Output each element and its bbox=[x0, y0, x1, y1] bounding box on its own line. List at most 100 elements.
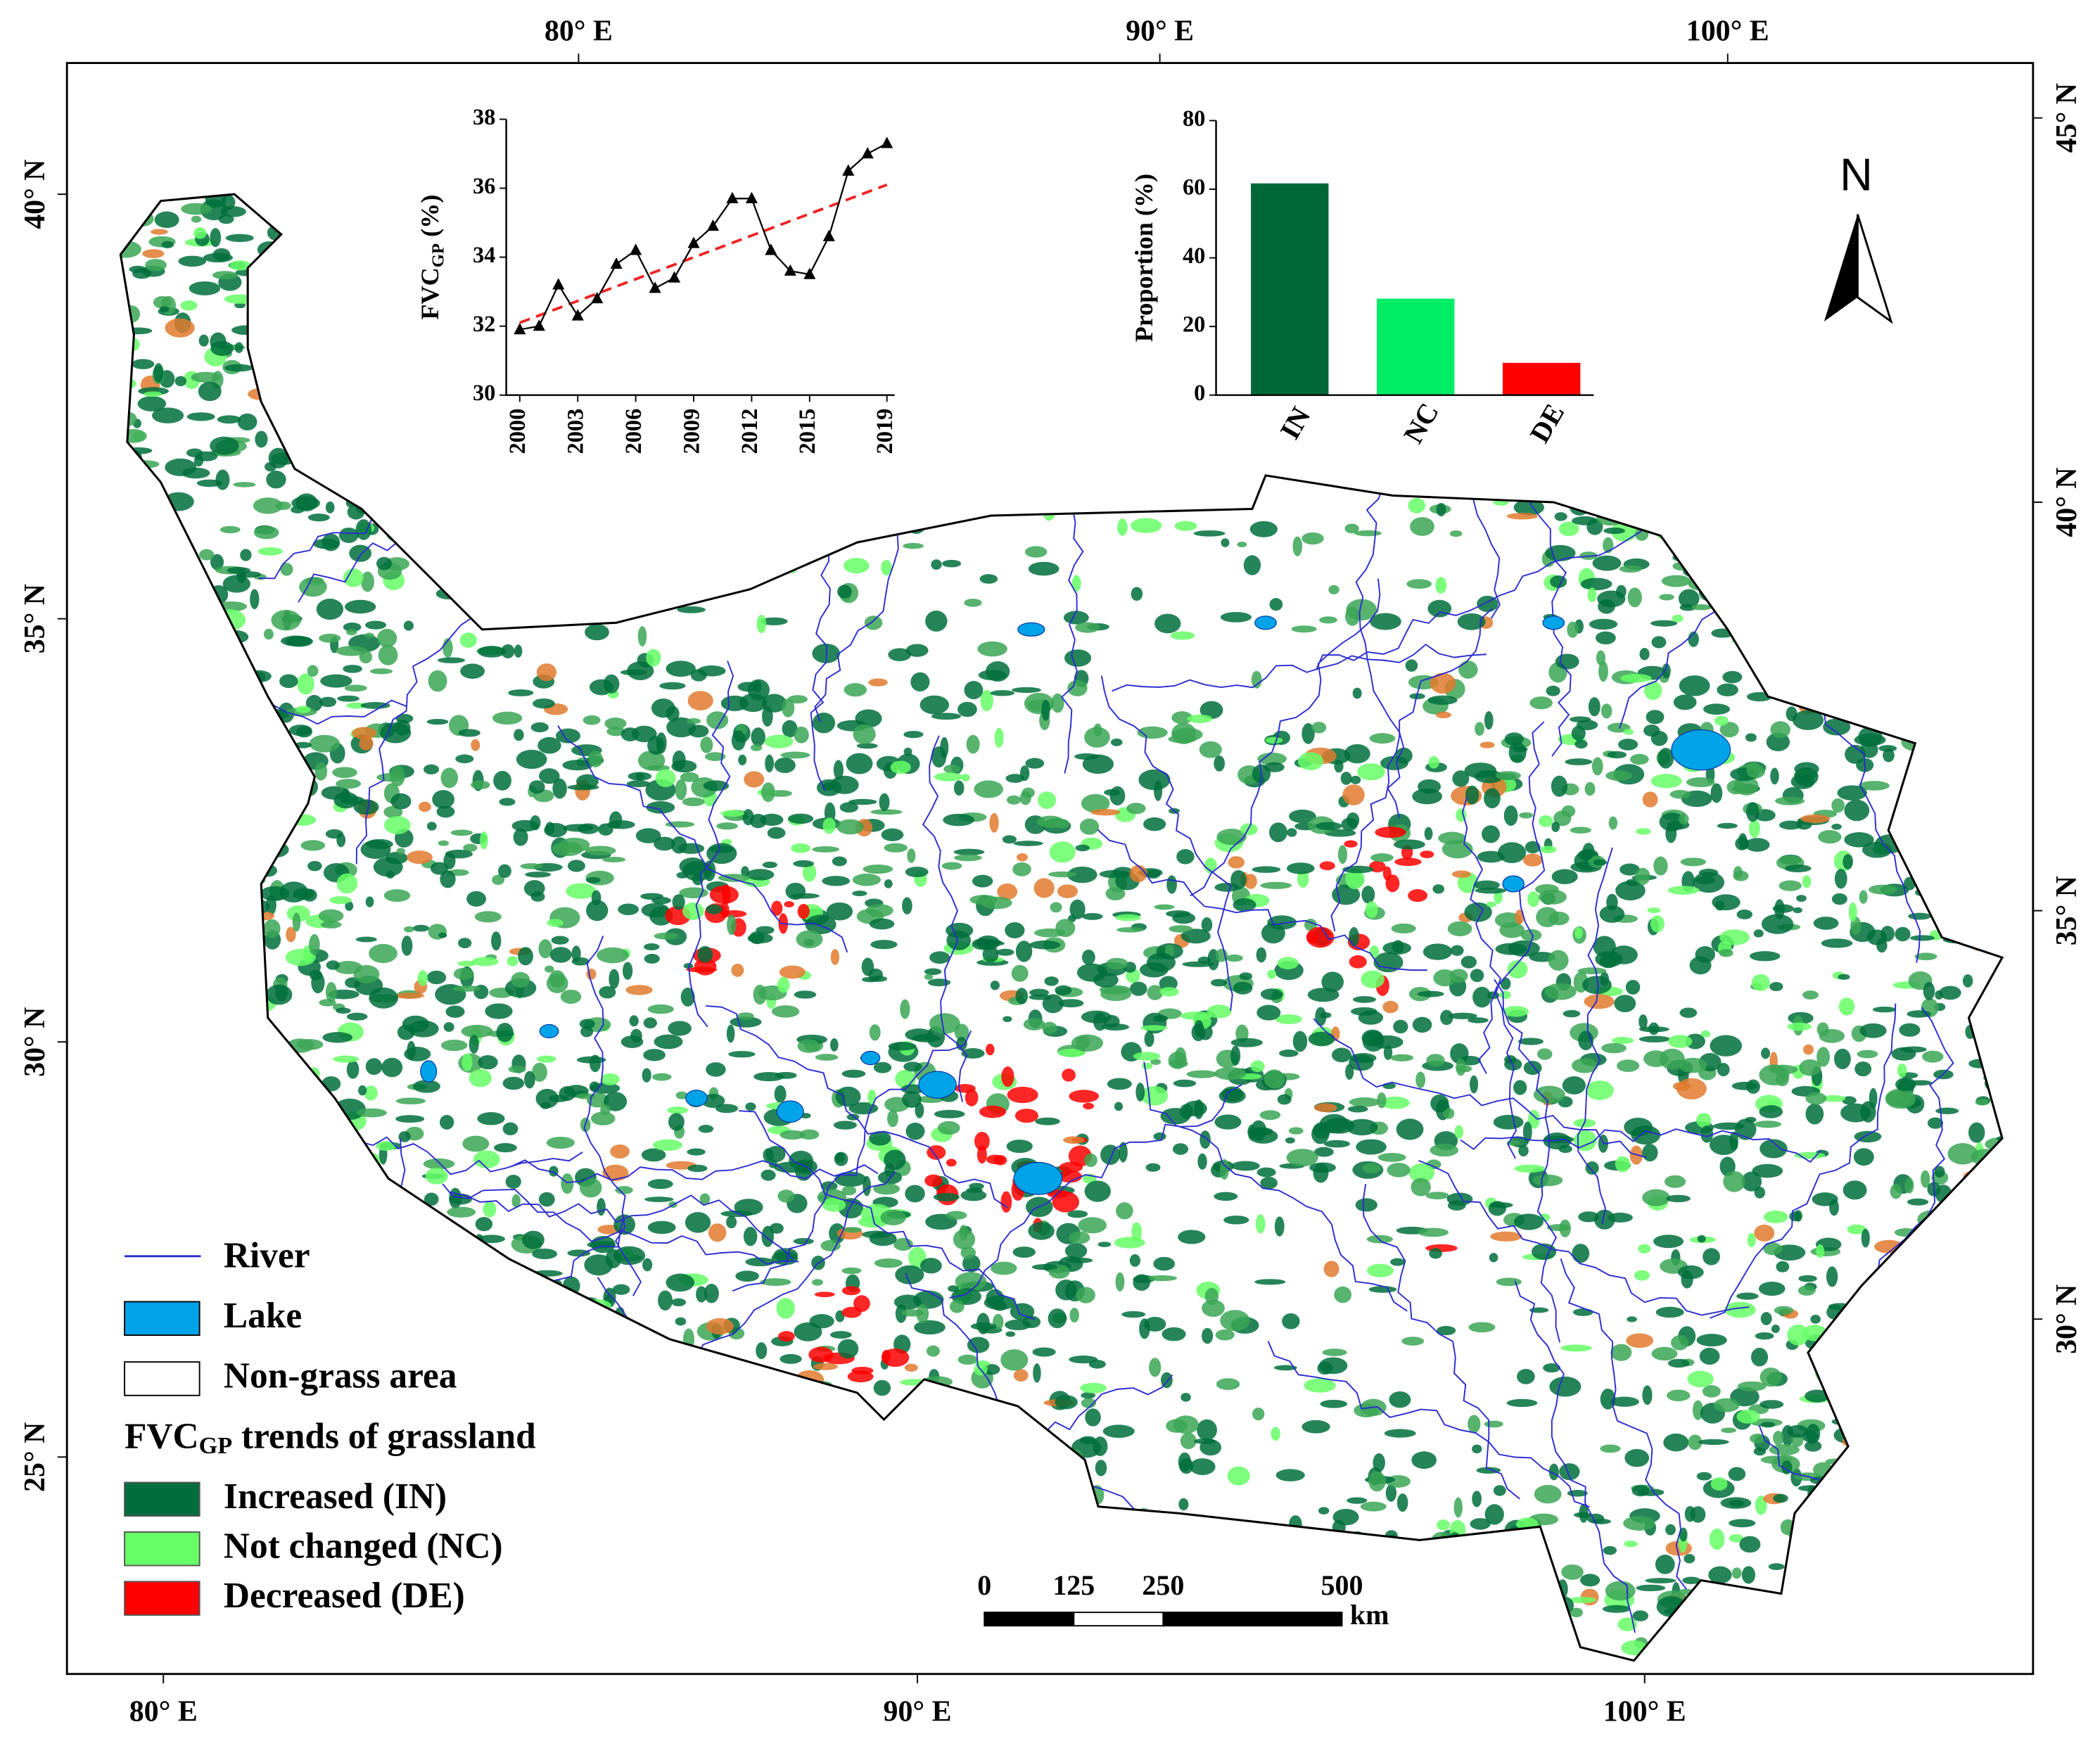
texture-patch bbox=[1174, 521, 1197, 531]
data-marker bbox=[571, 309, 584, 321]
texture-patch bbox=[165, 318, 195, 338]
texture-patch bbox=[1067, 1210, 1088, 1218]
texture-patch bbox=[1900, 1046, 1927, 1053]
texture-patch bbox=[1678, 589, 1700, 608]
river bbox=[1316, 519, 1653, 670]
texture-patch bbox=[703, 780, 730, 791]
texture-patch bbox=[329, 895, 352, 905]
texture-patch bbox=[618, 903, 639, 915]
texture-patch bbox=[1180, 1432, 1197, 1450]
texture-patch bbox=[1146, 1275, 1178, 1282]
texture-patch bbox=[473, 1150, 500, 1168]
texture-patch bbox=[369, 987, 399, 1009]
texture-patch bbox=[802, 863, 817, 882]
texture-patch bbox=[1586, 1513, 1605, 1524]
texture-patch bbox=[1252, 866, 1281, 873]
texture-patch bbox=[1667, 1389, 1691, 1401]
texture-patch bbox=[865, 904, 893, 917]
texture-patch bbox=[709, 845, 734, 853]
texture-patch bbox=[1057, 884, 1078, 898]
texture-patch bbox=[841, 1306, 862, 1318]
texture-patch bbox=[1063, 611, 1089, 625]
texture-patch bbox=[1598, 599, 1615, 614]
texture-patch bbox=[1574, 739, 1588, 749]
texture-patch bbox=[884, 879, 893, 888]
texture-patch bbox=[1318, 1507, 1330, 1514]
texture-patch bbox=[471, 739, 481, 751]
texture-patch bbox=[1798, 1275, 1817, 1282]
texture-patch bbox=[666, 661, 696, 677]
texture-patch bbox=[336, 779, 362, 789]
texture-patch bbox=[1569, 1597, 1596, 1604]
texture-patch bbox=[756, 614, 767, 634]
texture-patch bbox=[1923, 981, 1935, 1000]
texture-patch bbox=[505, 1174, 521, 1189]
texture-patch bbox=[455, 754, 474, 763]
texture-patch bbox=[974, 780, 1003, 798]
texture-patch bbox=[962, 1254, 981, 1273]
texture-patch bbox=[1934, 1166, 1945, 1178]
texture-patch bbox=[552, 841, 583, 857]
texture-patch bbox=[1802, 990, 1819, 1000]
texture-patch bbox=[1876, 938, 1888, 953]
texture-patch bbox=[720, 810, 745, 817]
legend-heading-part: FVC bbox=[125, 1416, 199, 1456]
texture-patch bbox=[844, 558, 870, 574]
texture-patch bbox=[1171, 722, 1197, 744]
texture-patch bbox=[1230, 1045, 1241, 1066]
texture-patch bbox=[346, 1012, 368, 1021]
texture-patch bbox=[1275, 1014, 1302, 1024]
texture-patch bbox=[924, 974, 934, 980]
texture-patch bbox=[1700, 1030, 1711, 1038]
texture-patch bbox=[1260, 1176, 1278, 1190]
texture-patch bbox=[1354, 530, 1382, 537]
texture-patch bbox=[813, 1363, 838, 1370]
texture-patch bbox=[1210, 978, 1228, 987]
texture-patch bbox=[212, 248, 231, 262]
texture-patch bbox=[1527, 891, 1540, 907]
texture-patch bbox=[1657, 748, 1674, 769]
texture-patch bbox=[982, 1364, 1000, 1375]
texture-patch bbox=[1805, 1103, 1824, 1125]
texture-patch bbox=[1883, 748, 1895, 763]
texture-patch bbox=[332, 767, 357, 778]
texture-patch bbox=[511, 1194, 521, 1209]
texture-patch bbox=[566, 883, 597, 899]
texture-patch bbox=[1624, 1541, 1638, 1548]
texture-patch bbox=[751, 727, 765, 747]
texture-patch bbox=[1139, 1318, 1150, 1339]
texture-patch bbox=[1465, 785, 1479, 805]
texture-patch bbox=[1267, 969, 1277, 979]
texture-patch bbox=[888, 1042, 917, 1051]
texture-patch bbox=[720, 695, 749, 712]
texture-patch bbox=[1890, 1183, 1902, 1199]
texture-patch bbox=[903, 730, 924, 739]
texture-patch bbox=[1214, 755, 1226, 772]
texture-patch bbox=[940, 736, 949, 758]
texture-patch bbox=[443, 852, 456, 869]
texture-patch bbox=[1838, 997, 1855, 1016]
texture-patch bbox=[549, 947, 572, 963]
texture-patch bbox=[1642, 791, 1658, 808]
texture-patch bbox=[646, 649, 661, 667]
texture-patch bbox=[518, 947, 533, 966]
texture-patch bbox=[839, 802, 859, 813]
texture-patch bbox=[428, 670, 447, 692]
texture-patch bbox=[1662, 663, 1671, 679]
texture-patch bbox=[1696, 1113, 1712, 1128]
texture-patch bbox=[212, 271, 238, 280]
texture-patch bbox=[1680, 857, 1707, 867]
texture-patch bbox=[1761, 914, 1794, 934]
texture-patch bbox=[1735, 836, 1750, 850]
texture-patch bbox=[479, 831, 488, 850]
texture-patch bbox=[1012, 862, 1031, 876]
texture-patch bbox=[1022, 787, 1035, 798]
texture-patch bbox=[642, 1068, 651, 1083]
texture-patch bbox=[1921, 1170, 1930, 1188]
texture-patch bbox=[1714, 715, 1729, 726]
texture-patch bbox=[549, 1095, 569, 1102]
texture-patch bbox=[1010, 1303, 1035, 1321]
texture-patch bbox=[609, 969, 620, 989]
texture-patch bbox=[753, 984, 767, 1005]
texture-patch bbox=[1204, 857, 1217, 874]
